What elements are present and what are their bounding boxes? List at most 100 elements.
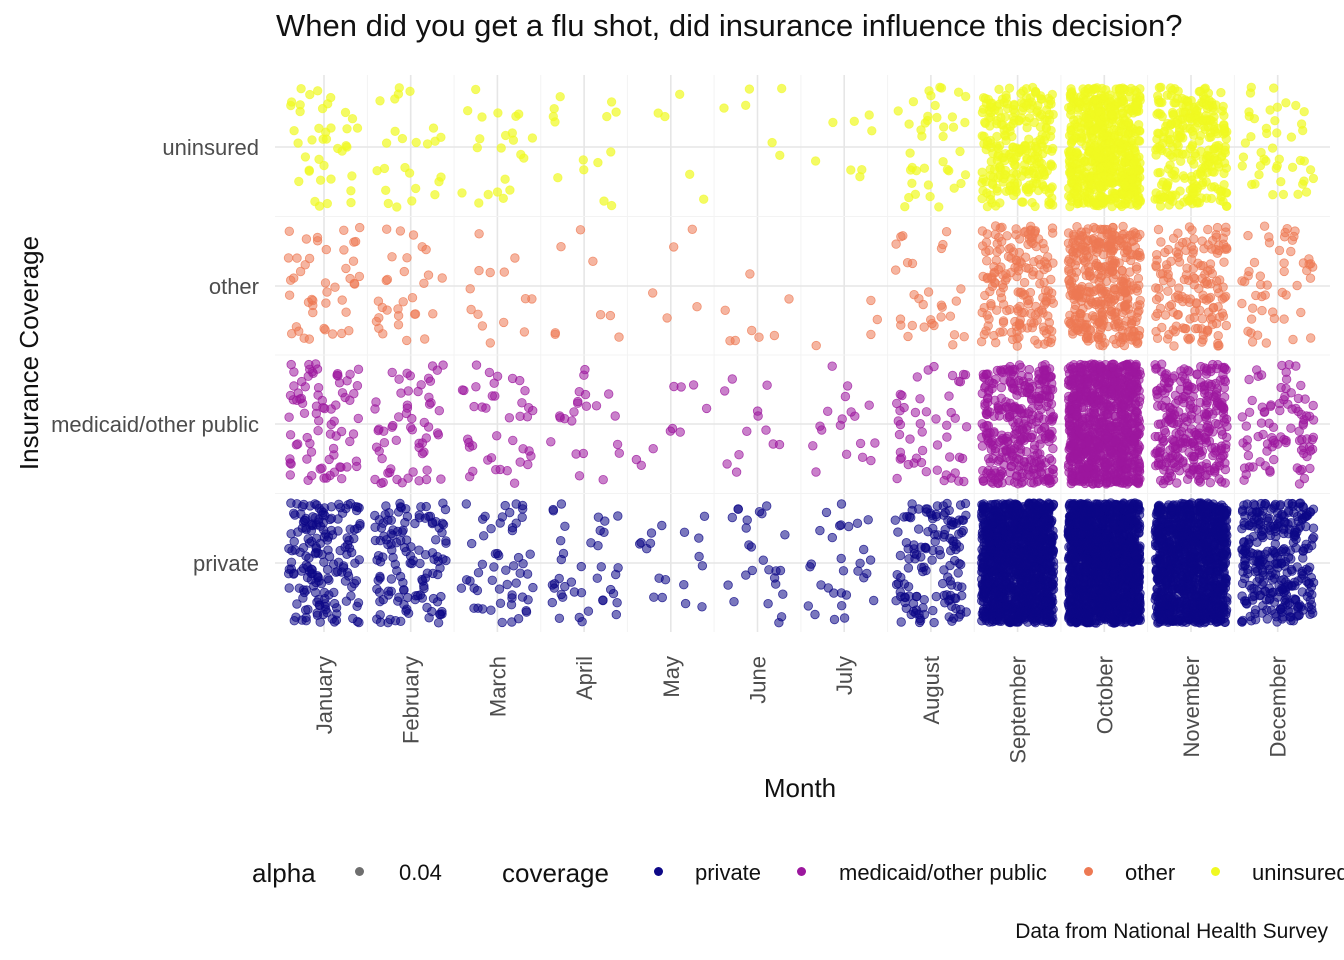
data-point	[456, 583, 467, 593]
data-point	[433, 618, 444, 628]
data-point	[895, 550, 906, 561]
chart-title: When did you get a flu shot, did insuran…	[276, 8, 1183, 43]
data-point	[1124, 569, 1135, 579]
data-point	[836, 499, 847, 509]
data-point	[399, 542, 410, 553]
data-point	[1185, 539, 1195, 549]
data-point	[836, 553, 846, 564]
data-point	[507, 523, 518, 533]
data-point	[1178, 499, 1189, 509]
data-point	[839, 613, 850, 623]
data-point	[865, 555, 876, 565]
data-point	[904, 591, 914, 601]
data-point	[486, 605, 496, 615]
data-point	[413, 590, 423, 601]
series-private	[284, 498, 1319, 628]
data-point	[322, 564, 333, 575]
data-point	[1004, 617, 1014, 627]
data-point	[528, 582, 538, 593]
data-point	[938, 578, 948, 589]
data-point	[992, 531, 1002, 541]
data-point	[1077, 555, 1087, 565]
data-point	[699, 511, 710, 522]
data-point	[1094, 508, 1105, 519]
data-point	[595, 525, 605, 536]
data-point	[993, 512, 1004, 522]
data-point	[827, 532, 838, 543]
data-point	[893, 578, 904, 589]
data-point	[1111, 579, 1122, 589]
data-point	[494, 584, 505, 594]
data-point	[758, 555, 769, 565]
data-point	[1182, 582, 1193, 593]
data-point	[1072, 537, 1082, 548]
data-point	[1161, 578, 1172, 588]
data-point	[954, 558, 964, 569]
data-point	[942, 498, 952, 509]
data-point	[723, 580, 733, 590]
data-point	[608, 588, 619, 599]
data-point	[1065, 563, 1076, 574]
data-point	[660, 575, 671, 585]
data-point	[420, 573, 431, 583]
data-point	[431, 535, 441, 545]
data-point	[316, 506, 327, 516]
data-point	[375, 596, 385, 607]
data-point	[1187, 564, 1198, 575]
data-point	[896, 591, 906, 602]
data-point	[502, 579, 512, 590]
data-point	[489, 562, 499, 572]
data-point	[910, 608, 921, 618]
data-point	[291, 612, 301, 622]
data-point	[400, 517, 410, 528]
data-point	[863, 515, 873, 525]
data-point	[1041, 608, 1051, 619]
data-point	[1170, 543, 1180, 553]
data-point	[1221, 605, 1232, 615]
data-point	[769, 573, 780, 583]
data-point	[990, 565, 1000, 575]
data-point	[324, 590, 334, 600]
data-point	[337, 567, 347, 577]
data-point	[1157, 535, 1168, 545]
data-point	[310, 587, 321, 598]
data-point	[957, 591, 967, 601]
data-point	[289, 568, 299, 579]
data-point	[1124, 512, 1135, 522]
data-point	[1047, 537, 1057, 547]
data-point	[372, 555, 382, 565]
data-point	[501, 565, 511, 575]
data-point	[816, 580, 826, 590]
data-point	[592, 573, 603, 583]
data-point	[899, 512, 909, 522]
data-point	[1165, 608, 1175, 619]
data-point	[945, 560, 955, 571]
data-point	[299, 515, 310, 526]
data-point	[342, 533, 352, 543]
data-point	[311, 544, 322, 554]
data-point	[957, 515, 968, 525]
data-point	[441, 555, 451, 566]
data-point	[1221, 528, 1231, 538]
data-point	[896, 617, 906, 627]
data-point	[747, 565, 758, 576]
data-point	[304, 566, 315, 576]
data-point	[763, 599, 773, 609]
data-point	[1218, 556, 1228, 566]
data-point	[943, 572, 953, 582]
data-point	[1153, 569, 1163, 580]
data-point	[997, 584, 1007, 594]
data-point	[949, 536, 959, 547]
data-point	[919, 595, 929, 605]
data-point	[932, 501, 943, 511]
data-point	[1005, 537, 1016, 548]
data-point	[931, 591, 942, 602]
data-point	[398, 577, 408, 588]
data-point	[741, 570, 751, 580]
data-point	[611, 609, 622, 620]
data-point	[1089, 618, 1100, 628]
data-point	[1152, 583, 1163, 594]
data-point	[352, 505, 362, 516]
data-point	[375, 535, 385, 546]
